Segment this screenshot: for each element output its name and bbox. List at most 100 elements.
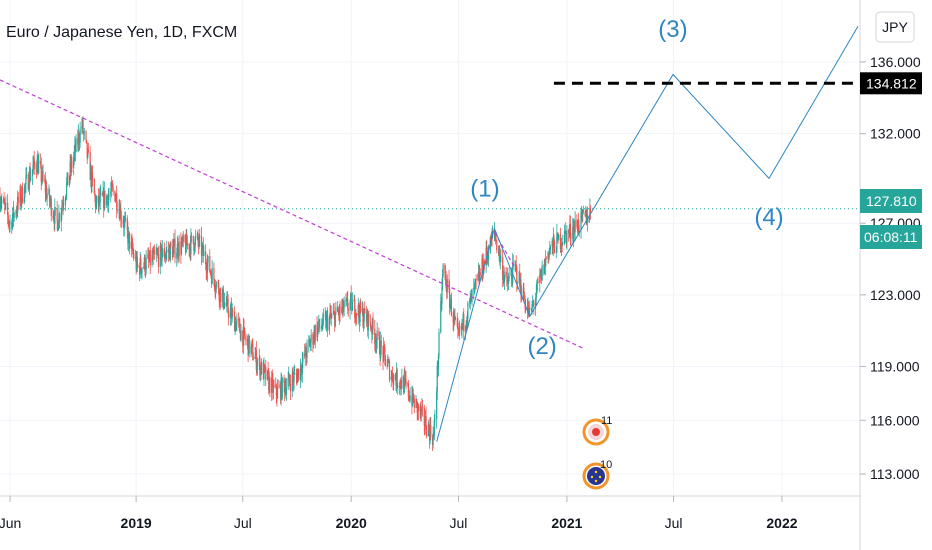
candle xyxy=(464,325,467,340)
candle xyxy=(219,287,221,310)
candle xyxy=(93,178,95,194)
candlestick-series xyxy=(0,116,592,452)
candle xyxy=(227,294,229,315)
candle xyxy=(529,300,531,316)
candle xyxy=(570,233,572,247)
candle xyxy=(405,371,407,390)
candle xyxy=(228,307,230,326)
candle xyxy=(198,233,200,250)
candle xyxy=(569,216,572,246)
candle xyxy=(71,156,73,173)
time-axis[interactable]: Jun 2019 Jul 2020 Jul 2021 Jul 2022 xyxy=(0,496,798,531)
wave-label: (4) xyxy=(754,204,783,231)
japan-flag-icon xyxy=(592,428,600,436)
candle xyxy=(17,190,19,219)
candle xyxy=(337,300,339,312)
candle xyxy=(238,312,240,328)
candle xyxy=(549,244,551,255)
candle xyxy=(310,329,312,352)
candle xyxy=(162,240,164,258)
wave-projection: (1) (2) (3) (4) xyxy=(436,16,859,442)
candle xyxy=(67,172,69,186)
candle xyxy=(239,318,241,334)
candle xyxy=(63,195,65,211)
candle xyxy=(506,266,508,287)
candle xyxy=(64,196,67,211)
candle xyxy=(457,317,459,339)
candle xyxy=(194,236,196,253)
candle xyxy=(127,226,130,252)
event-count-japan: 11 xyxy=(601,415,612,427)
candle xyxy=(226,291,228,313)
candle xyxy=(240,323,242,343)
candle xyxy=(120,200,122,228)
candle xyxy=(485,240,487,273)
candle xyxy=(252,352,254,361)
candle xyxy=(65,194,67,202)
candle xyxy=(474,278,477,290)
candle xyxy=(153,244,155,260)
candle xyxy=(545,255,547,260)
event-badge-eu[interactable]: 10 xyxy=(582,459,612,490)
candle xyxy=(244,330,246,346)
candle xyxy=(553,234,555,244)
time-tick-label: 2022 xyxy=(766,515,797,531)
candle xyxy=(200,226,203,266)
candle xyxy=(25,167,28,180)
candle xyxy=(473,283,475,295)
candle xyxy=(582,205,584,214)
candle xyxy=(140,254,142,271)
time-tick-label: 2021 xyxy=(551,515,582,531)
candle xyxy=(209,249,211,273)
candle xyxy=(248,335,250,358)
candle xyxy=(502,248,504,288)
candle xyxy=(314,324,316,349)
wave-label: (1) xyxy=(470,175,499,202)
candle xyxy=(106,193,108,198)
candle xyxy=(533,299,535,315)
candle xyxy=(211,259,213,285)
candle xyxy=(351,292,353,312)
candle xyxy=(276,379,279,400)
candle xyxy=(44,172,46,203)
candle xyxy=(236,313,238,332)
candle xyxy=(291,368,293,398)
candle xyxy=(207,255,209,271)
candle xyxy=(496,240,498,254)
candle xyxy=(430,416,432,441)
candle xyxy=(111,181,113,187)
candle xyxy=(108,188,110,201)
candle xyxy=(335,301,337,315)
candle xyxy=(421,399,424,417)
candle xyxy=(320,317,322,332)
candle xyxy=(548,247,550,261)
candle xyxy=(487,244,490,267)
candle xyxy=(332,303,335,315)
candle xyxy=(15,205,18,220)
candle xyxy=(50,195,52,222)
candle xyxy=(349,299,351,320)
candle xyxy=(4,202,6,211)
currency-button[interactable]: JPY xyxy=(875,11,915,43)
candle xyxy=(192,235,194,245)
candle xyxy=(378,331,381,355)
candle xyxy=(437,353,440,377)
price-axis[interactable]: 113.000116.000119.000123.000127.000132.0… xyxy=(860,54,921,482)
candle xyxy=(7,211,9,230)
candle xyxy=(271,371,273,401)
candle xyxy=(463,308,465,341)
candle xyxy=(475,274,477,290)
candle xyxy=(454,316,457,321)
candle xyxy=(159,242,161,275)
target-price-text: 134.812 xyxy=(866,75,917,91)
candle xyxy=(390,369,392,388)
candle xyxy=(421,398,423,412)
candle xyxy=(195,229,197,246)
event-badge-japan[interactable]: 11 xyxy=(582,415,612,446)
candle xyxy=(263,363,266,374)
candle xyxy=(255,341,257,376)
candle xyxy=(383,337,385,363)
candle xyxy=(449,281,451,315)
candle xyxy=(539,268,541,293)
